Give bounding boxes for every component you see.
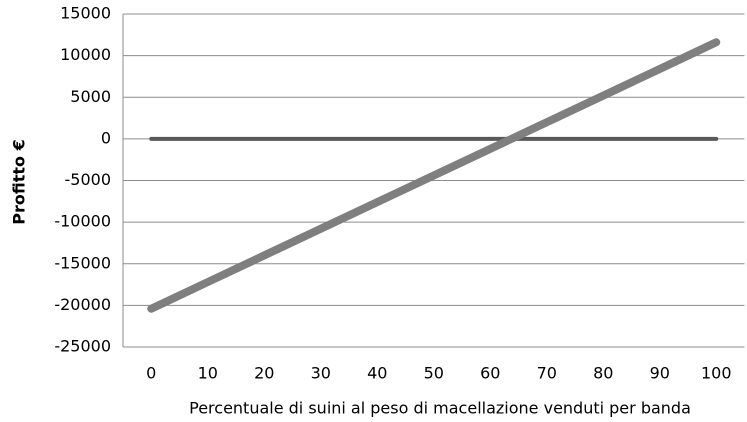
x-tick-label: 40 xyxy=(367,364,387,383)
x-axis-label: Percentuale di suini al peso di macellaz… xyxy=(189,399,691,418)
line-series xyxy=(147,38,721,313)
x-tick-label: 60 xyxy=(480,364,500,383)
x-tick-label: 100 xyxy=(701,364,732,383)
x-tick-label: 10 xyxy=(198,364,218,383)
x-tick-label: 0 xyxy=(146,364,156,383)
y-tick-label: -25000 xyxy=(54,337,111,356)
y-tick-label: 5000 xyxy=(70,87,111,106)
y-tick-label: -15000 xyxy=(54,253,111,272)
x-tick-label: 30 xyxy=(311,364,331,383)
x-tick-label: 80 xyxy=(593,364,613,383)
y-tick-label: -5000 xyxy=(65,170,112,189)
x-tick-label: 90 xyxy=(650,364,670,383)
y-tick-label: 0 xyxy=(101,128,111,147)
x-tick-label: 50 xyxy=(424,364,444,383)
y-tick-label: -20000 xyxy=(54,295,111,314)
y-tick-label: 15000 xyxy=(60,4,111,23)
x-tick-label: 70 xyxy=(537,364,557,383)
y-axis-label: Profitto € xyxy=(10,139,29,224)
y-tick-label: -10000 xyxy=(54,212,111,231)
y-tick-label: 10000 xyxy=(60,45,111,64)
x-tick-label: 20 xyxy=(254,364,274,383)
